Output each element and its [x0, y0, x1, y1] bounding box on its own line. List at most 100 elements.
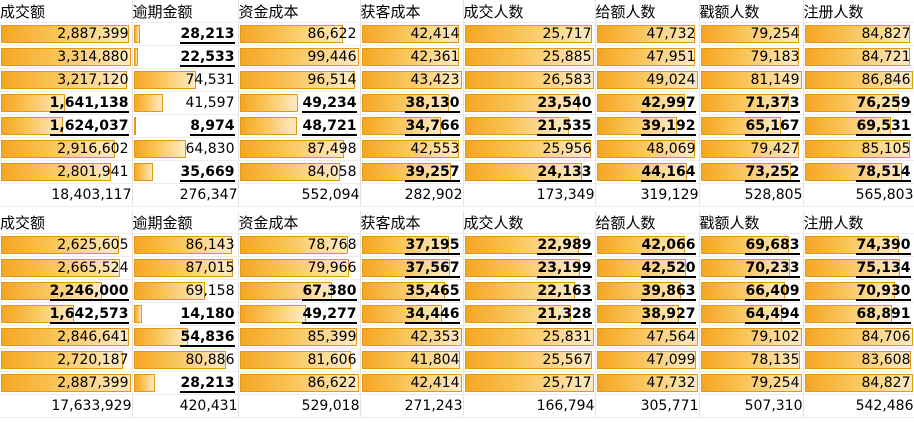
data-cell[interactable]: 22,533 [132, 45, 239, 69]
header-cell[interactable]: 逾期金额 [132, 211, 239, 234]
data-cell[interactable]: 25,831 [463, 325, 596, 349]
total-cell[interactable]: 18,403,117 [0, 183, 133, 207]
header-cell[interactable]: 给额人数 [595, 211, 700, 234]
total-cell[interactable]: 282,902 [360, 183, 464, 207]
data-cell[interactable]: 87,015 [132, 256, 239, 280]
data-cell[interactable]: 38,130 [360, 91, 464, 115]
data-cell[interactable]: 47,732 [595, 22, 700, 46]
data-cell[interactable]: 75,134 [803, 256, 914, 280]
data-cell[interactable]: 21,328 [463, 302, 596, 326]
data-cell[interactable]: 8,974 [132, 114, 239, 138]
data-cell[interactable]: 22,989 [463, 233, 596, 257]
header-cell[interactable]: 成交人数 [463, 211, 596, 234]
total-cell[interactable]: 173,349 [463, 183, 596, 207]
data-cell[interactable]: 3,314,880 [0, 45, 133, 69]
data-cell[interactable]: 44,164 [595, 160, 700, 184]
data-cell[interactable]: 86,622 [238, 371, 361, 395]
data-cell[interactable]: 21,535 [463, 114, 596, 138]
data-cell[interactable]: 39,863 [595, 279, 700, 303]
data-cell[interactable]: 47,099 [595, 348, 700, 372]
data-cell[interactable]: 25,956 [463, 137, 596, 161]
data-cell[interactable]: 78,514 [803, 160, 914, 184]
data-cell[interactable]: 42,997 [595, 91, 700, 115]
total-cell[interactable]: 529,018 [238, 394, 361, 418]
data-cell[interactable]: 34,766 [360, 114, 464, 138]
data-cell[interactable]: 81,149 [699, 68, 804, 92]
data-cell[interactable]: 39,257 [360, 160, 464, 184]
total-cell[interactable]: 528,805 [699, 183, 804, 207]
data-cell[interactable]: 43,423 [360, 68, 464, 92]
total-cell[interactable]: 166,794 [463, 394, 596, 418]
data-cell[interactable]: 49,234 [238, 91, 361, 115]
header-cell[interactable]: 成交人数 [463, 0, 596, 23]
data-cell[interactable]: 70,930 [803, 279, 914, 303]
header-cell[interactable]: 获客成本 [360, 211, 464, 234]
header-cell[interactable]: 成交额 [0, 0, 133, 23]
data-cell[interactable]: 47,564 [595, 325, 700, 349]
data-cell[interactable]: 79,102 [699, 325, 804, 349]
data-cell[interactable]: 66,409 [699, 279, 804, 303]
data-cell[interactable]: 23,540 [463, 91, 596, 115]
data-cell[interactable]: 2,846,641 [0, 325, 133, 349]
data-cell[interactable]: 70,233 [699, 256, 804, 280]
data-cell[interactable]: 99,446 [238, 45, 361, 69]
data-cell[interactable]: 79,966 [238, 256, 361, 280]
data-cell[interactable]: 38,927 [595, 302, 700, 326]
data-cell[interactable]: 2,665,524 [0, 256, 133, 280]
data-cell[interactable]: 24,133 [463, 160, 596, 184]
data-cell[interactable]: 26,583 [463, 68, 596, 92]
data-cell[interactable]: 34,446 [360, 302, 464, 326]
data-cell[interactable]: 74,531 [132, 68, 239, 92]
data-cell[interactable]: 47,951 [595, 45, 700, 69]
data-cell[interactable]: 86,143 [132, 233, 239, 257]
data-cell[interactable]: 74,390 [803, 233, 914, 257]
data-cell[interactable]: 42,414 [360, 22, 464, 46]
total-cell[interactable]: 420,431 [132, 394, 239, 418]
data-cell[interactable]: 86,622 [238, 22, 361, 46]
data-cell[interactable]: 54,836 [132, 325, 239, 349]
data-cell[interactable]: 79,254 [699, 371, 804, 395]
header-cell[interactable]: 获客成本 [360, 0, 464, 23]
data-cell[interactable]: 79,254 [699, 22, 804, 46]
data-cell[interactable]: 2,246,000 [0, 279, 133, 303]
header-cell[interactable]: 资金成本 [238, 0, 361, 23]
data-cell[interactable]: 87,498 [238, 137, 361, 161]
data-cell[interactable]: 71,373 [699, 91, 804, 115]
header-cell[interactable]: 戳额人数 [699, 0, 804, 23]
data-cell[interactable]: 42,553 [360, 137, 464, 161]
data-cell[interactable]: 2,625,605 [0, 233, 133, 257]
data-cell[interactable]: 42,361 [360, 45, 464, 69]
header-cell[interactable]: 成交额 [0, 211, 133, 234]
data-cell[interactable]: 84,058 [238, 160, 361, 184]
data-cell[interactable]: 1,624,037 [0, 114, 133, 138]
data-cell[interactable]: 85,105 [803, 137, 914, 161]
header-cell[interactable]: 戳额人数 [699, 211, 804, 234]
data-cell[interactable]: 79,427 [699, 137, 804, 161]
total-cell[interactable]: 319,129 [595, 183, 700, 207]
total-cell[interactable]: 552,094 [238, 183, 361, 207]
data-cell[interactable]: 2,801,941 [0, 160, 133, 184]
data-cell[interactable]: 69,531 [803, 114, 914, 138]
data-cell[interactable]: 1,642,573 [0, 302, 133, 326]
data-cell[interactable]: 73,252 [699, 160, 804, 184]
header-cell[interactable]: 注册人数 [803, 0, 914, 23]
data-cell[interactable]: 48,069 [595, 137, 700, 161]
total-cell[interactable]: 271,243 [360, 394, 464, 418]
data-cell[interactable]: 49,277 [238, 302, 361, 326]
data-cell[interactable]: 49,024 [595, 68, 700, 92]
data-cell[interactable]: 69,683 [699, 233, 804, 257]
data-cell[interactable]: 25,717 [463, 22, 596, 46]
data-cell[interactable]: 85,399 [238, 325, 361, 349]
header-cell[interactable]: 资金成本 [238, 211, 361, 234]
total-cell[interactable]: 276,347 [132, 183, 239, 207]
header-cell[interactable]: 给额人数 [595, 0, 700, 23]
data-cell[interactable]: 84,827 [803, 371, 914, 395]
data-cell[interactable]: 81,606 [238, 348, 361, 372]
data-cell[interactable]: 84,706 [803, 325, 914, 349]
data-cell[interactable]: 2,887,399 [0, 22, 133, 46]
data-cell[interactable]: 41,804 [360, 348, 464, 372]
data-cell[interactable]: 86,846 [803, 68, 914, 92]
data-cell[interactable]: 96,514 [238, 68, 361, 92]
data-cell[interactable]: 3,217,120 [0, 68, 133, 92]
data-cell[interactable]: 1,641,138 [0, 91, 133, 115]
